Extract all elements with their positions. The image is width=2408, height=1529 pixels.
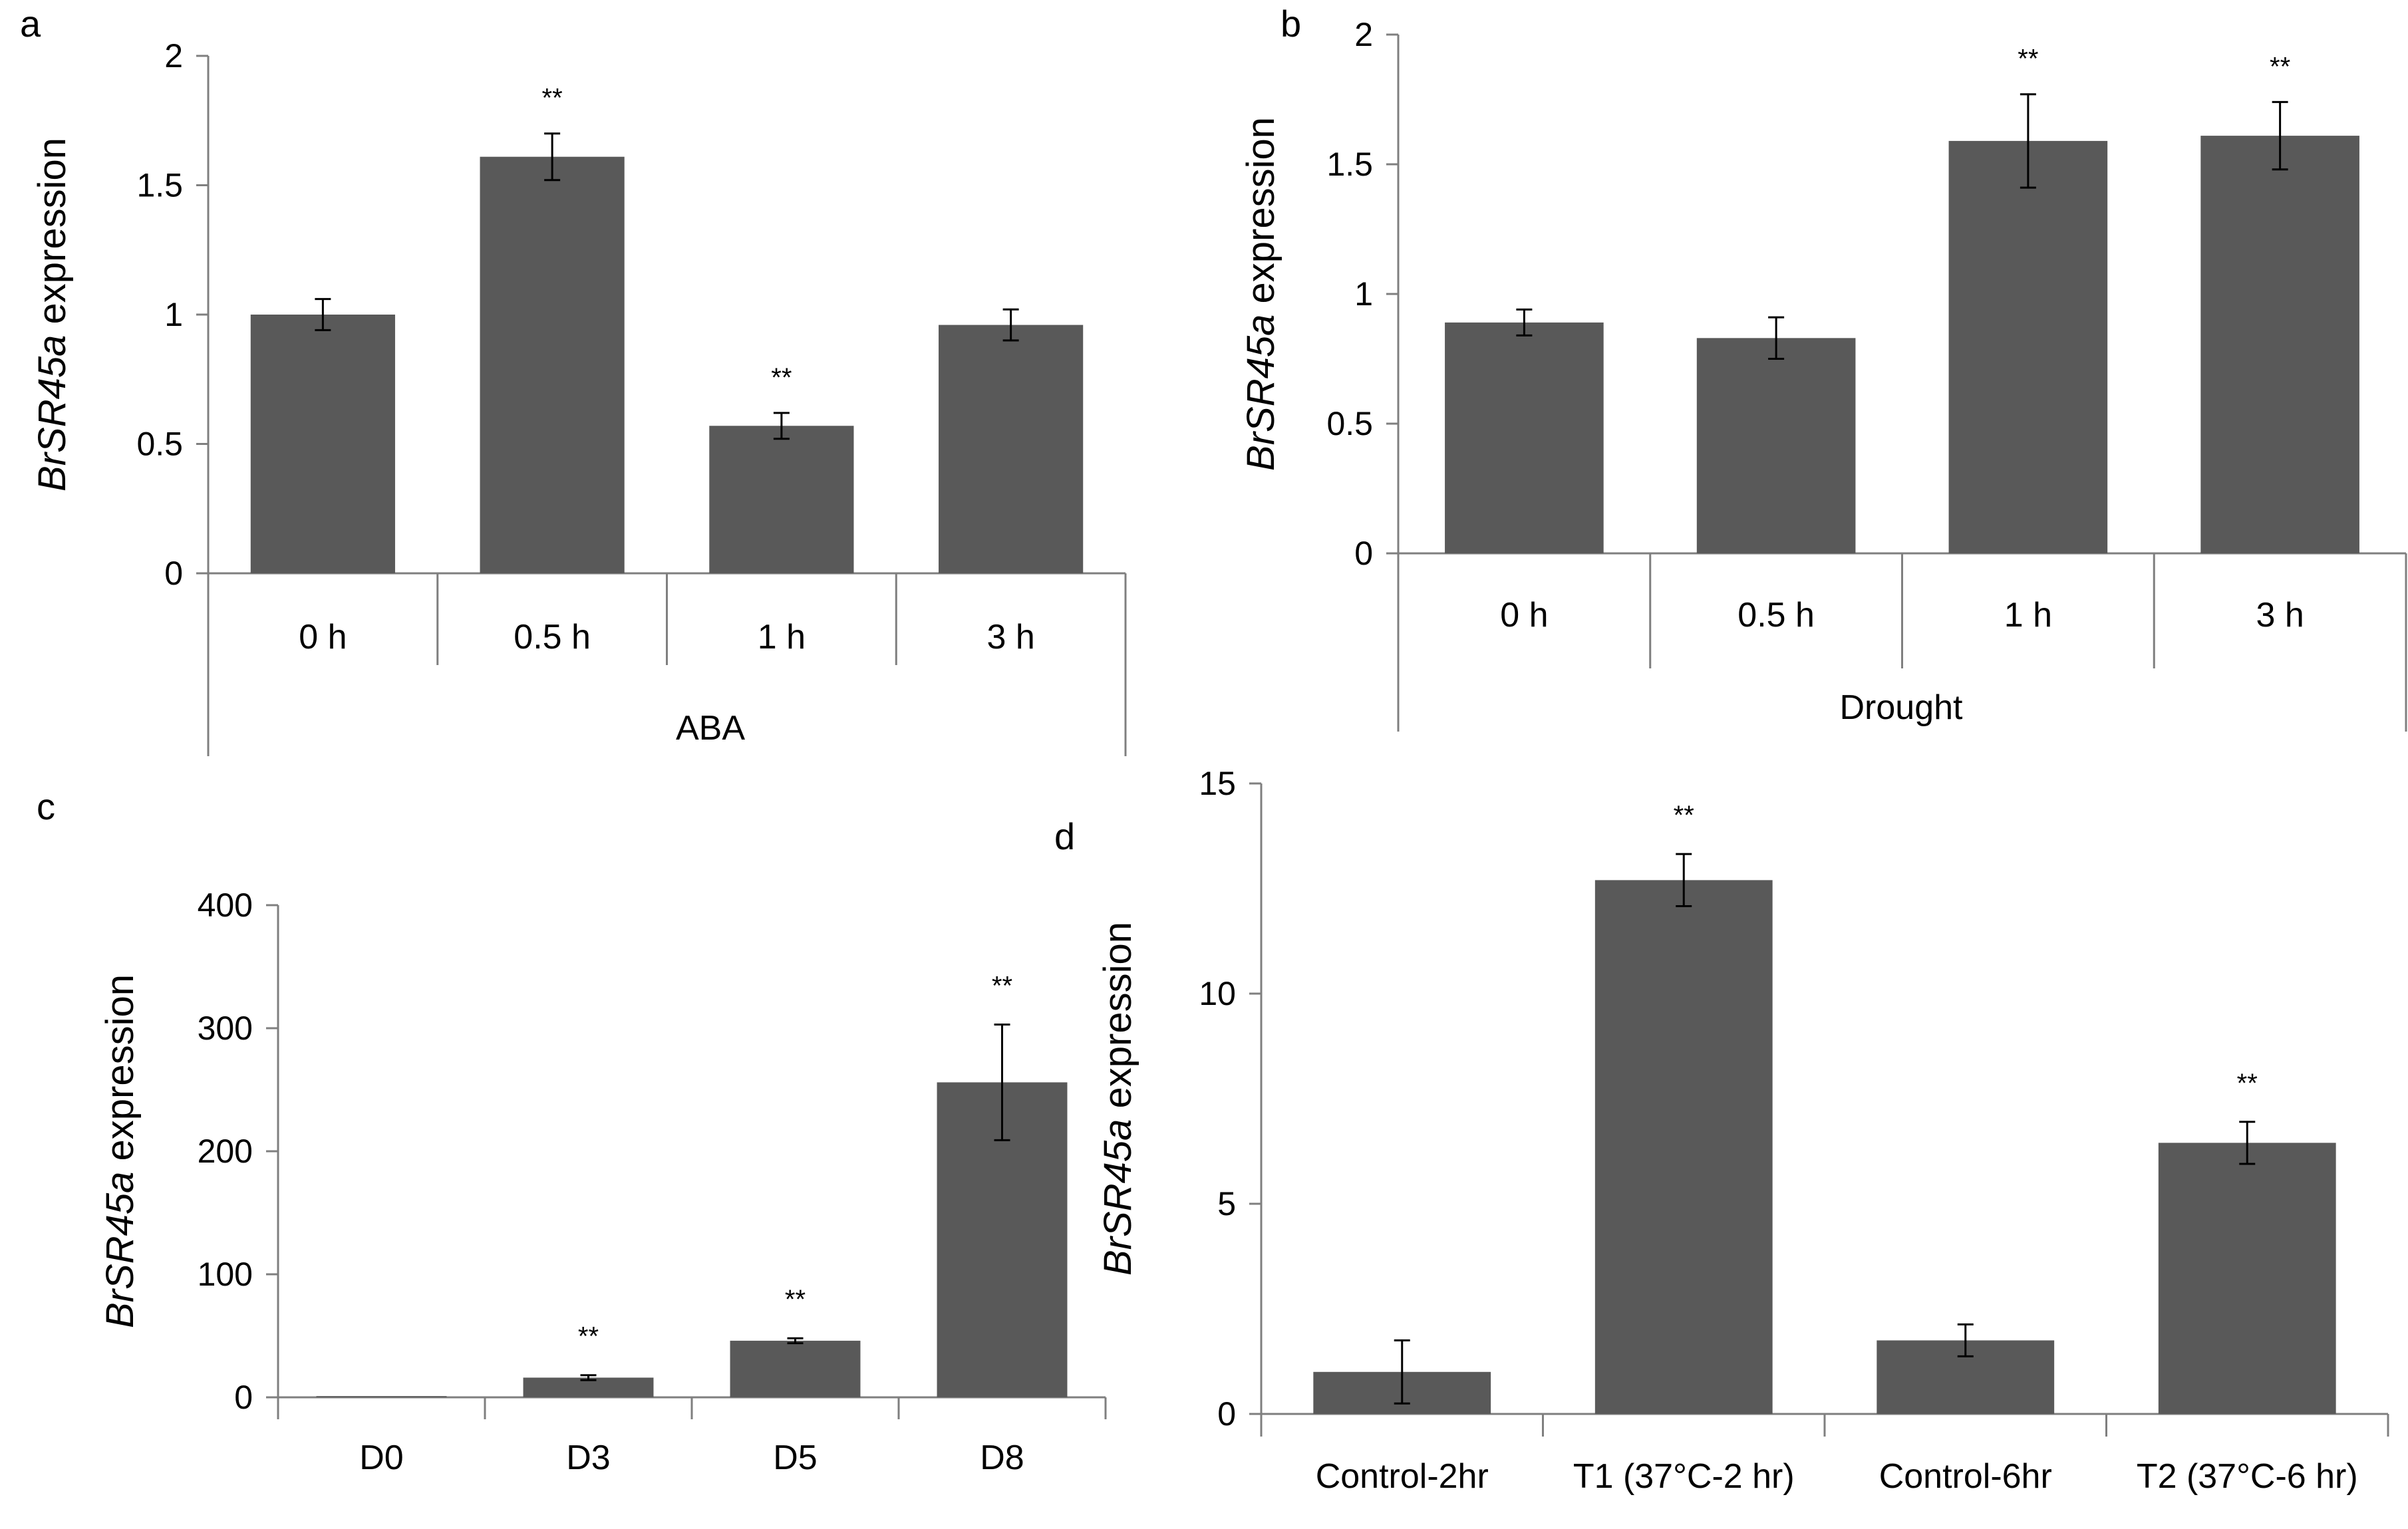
panel-a-bar: [939, 325, 1084, 573]
panel-d-significance-label: **: [1674, 801, 1694, 830]
panel-a-significance-label: **: [771, 363, 792, 392]
panel-c-significance-label: **: [578, 1322, 599, 1351]
panel-d-chart: d 0 5 10 15 Control-2hr ** T1 (37°C-2 hr) Contro…: [1054, 765, 2389, 1496]
panel-c-chart: c 0 100 200 300 400 D0 ** D3 ** D5 ** D8 BrSR45a expr…: [37, 785, 1107, 1477]
panel-b-y-axis-title-suffix: expression: [1239, 117, 1282, 315]
panel-a-y-axis-title-suffix: expression: [31, 138, 74, 335]
panel-c-y-axis-title-suffix: expression: [98, 974, 142, 1172]
panel-d-category-label: Control-6hr: [1879, 1457, 2052, 1496]
panel-d-y-tick-label: 15: [1199, 765, 1236, 802]
panel-b-y-axis-title-gene: BrSR45a: [1239, 315, 1282, 471]
panel-c-bar: [730, 1340, 861, 1397]
panel-c-category-label: D3: [566, 1439, 610, 1477]
panel-b-x-axis-title: Drought: [1840, 688, 1964, 727]
panel-a-letter: a: [20, 3, 41, 45]
panel-a-category-label: 0 h: [299, 618, 347, 656]
panel-d-y-axis-title: BrSR45a expression: [1096, 922, 1139, 1276]
panel-a-x-axis-title: ABA: [676, 709, 745, 748]
panel-a-category-label: 1 h: [758, 618, 806, 656]
panel-d-y-tick-label: 5: [1217, 1185, 1236, 1222]
panel-d-y-axis-title-gene: BrSR45a: [1096, 1119, 1139, 1276]
panel-c-y-axis-title-gene: BrSR45a: [98, 1172, 142, 1328]
panel-b-category-label: 1 h: [2004, 596, 2052, 634]
panel-b-significance-label: **: [2018, 45, 2038, 74]
panel-b-y-tick-label: 0.5: [1326, 405, 1373, 442]
panel-c-letter: c: [37, 785, 55, 827]
panel-a-bar: [250, 315, 395, 573]
panel-c-y-tick-label: 200: [198, 1133, 253, 1170]
panel-d-y-axis-title-suffix: expression: [1096, 922, 1139, 1119]
panel-b-bar: [1696, 338, 1856, 553]
panel-a-bar: [709, 426, 854, 573]
panel-d-y-tick-label: 10: [1199, 975, 1236, 1012]
panel-d-significance-label: **: [2237, 1069, 2258, 1098]
panel-b-y-tick-label: 0: [1354, 535, 1373, 572]
panel-b-category-label: 0 h: [1500, 596, 1548, 634]
panel-d-category-label: T2 (37°C-6 hr): [2137, 1457, 2358, 1496]
panel-a-y-axis-title-gene: BrSR45a: [31, 335, 74, 491]
panel-d-y-tick-label: 0: [1217, 1395, 1236, 1433]
panel-b-chart: b 0 0.5 1 1.5 2 0 h 0.5 h ** 1 h ** 3 h Drought BrSR4…: [1239, 3, 2407, 732]
panel-c-category-label: D5: [773, 1439, 817, 1477]
panel-c-category-label: D8: [980, 1439, 1024, 1477]
panel-b-bar: [1948, 140, 2108, 553]
panel-c-significance-label: **: [785, 1285, 806, 1314]
panel-b-letter: b: [1280, 3, 1301, 45]
panel-d-bar: [1594, 880, 1773, 1414]
panel-a-y-tick-label: 0.5: [136, 426, 183, 463]
panel-c-y-tick-label: 100: [198, 1256, 253, 1293]
panel-d-bar: [2158, 1143, 2336, 1414]
panel-a-y-tick-label: 2: [164, 37, 183, 74]
panel-c-y-axis-title: BrSR45a expression: [98, 974, 142, 1328]
panel-c-y-tick-label: 300: [198, 1010, 253, 1047]
panel-a-category-label: 0.5 h: [514, 618, 591, 656]
panel-a-category-label: 3 h: [986, 618, 1034, 656]
panel-b-significance-label: **: [2270, 52, 2290, 81]
panel-b-y-tick-label: 1: [1354, 275, 1373, 313]
panel-d-category-label: Control-2hr: [1316, 1457, 1489, 1496]
panel-a-y-tick-label: 1.5: [136, 167, 183, 204]
panel-b-bar: [1445, 322, 1604, 553]
panel-b-y-axis-title: BrSR45a expression: [1239, 117, 1282, 471]
panel-b-category-label: 0.5 h: [1737, 596, 1815, 634]
panel-d-category-label: T1 (37°C-2 hr): [1573, 1457, 1795, 1496]
panel-a-bar: [480, 156, 625, 573]
panel-a-significance-label: **: [542, 84, 563, 113]
panel-a-y-axis-title: BrSR45a expression: [31, 138, 74, 491]
panel-a-chart: a 0 0.5 1 1.5 2 0 h ** 0.5 h ** 1 h 3 h ABA BrSR45a e…: [20, 3, 1127, 756]
panel-c-significance-label: **: [992, 971, 1012, 1000]
panel-c-y-tick-label: 0: [234, 1379, 253, 1416]
panel-a-y-tick-label: 1: [164, 296, 183, 333]
panel-b-y-tick-label: 1.5: [1326, 146, 1373, 183]
panel-c-y-tick-label: 400: [198, 887, 253, 924]
panel-a-y-tick-label: 0: [164, 555, 183, 592]
panel-b-category-label: 3 h: [2256, 596, 2304, 634]
panel-b-bar: [2200, 136, 2359, 554]
panel-c-bar: [316, 1396, 447, 1397]
panel-d-letter: d: [1054, 815, 1075, 857]
panel-b-y-tick-label: 2: [1354, 16, 1373, 53]
panel-c-category-label: D0: [359, 1439, 403, 1477]
